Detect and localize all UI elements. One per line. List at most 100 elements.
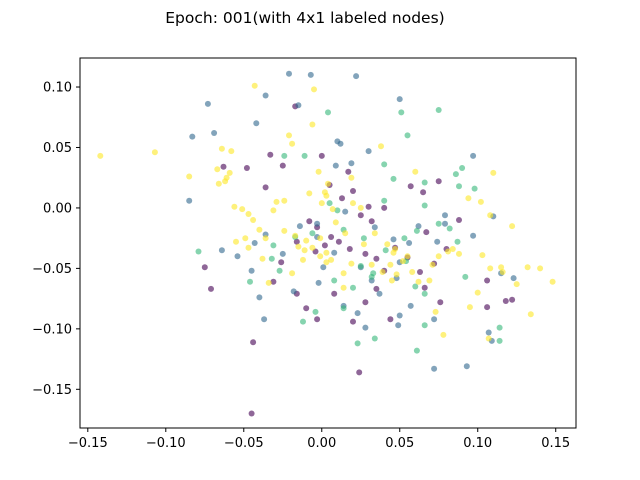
data-point xyxy=(286,70,292,77)
data-point xyxy=(449,246,456,252)
data-point xyxy=(360,235,367,242)
data-point xyxy=(435,178,442,185)
data-point xyxy=(306,218,313,225)
data-point xyxy=(387,316,394,323)
data-point xyxy=(218,247,225,254)
data-point xyxy=(315,279,322,286)
data-point xyxy=(435,253,442,260)
data-point xyxy=(323,249,330,256)
data-point xyxy=(379,269,386,275)
data-point xyxy=(413,347,420,354)
data-point xyxy=(250,217,257,223)
data-point xyxy=(445,248,452,255)
data-point xyxy=(234,253,241,260)
data-point xyxy=(502,298,509,304)
data-point xyxy=(279,250,286,257)
data-point xyxy=(256,294,263,301)
data-point xyxy=(527,311,534,318)
data-point xyxy=(401,235,408,242)
data-point xyxy=(496,337,503,344)
data-point xyxy=(228,148,235,155)
data-point xyxy=(420,189,427,196)
data-point xyxy=(362,324,369,331)
data-point xyxy=(440,331,447,338)
data-point xyxy=(208,285,214,292)
data-point xyxy=(295,243,302,250)
y-axis: 0.10 0.05 0.00 −0.05 −0.10 −0.15 xyxy=(32,81,80,398)
data-point xyxy=(371,335,378,342)
data-point xyxy=(278,259,285,266)
data-point xyxy=(348,260,355,267)
data-point xyxy=(259,255,266,262)
data-point xyxy=(390,236,397,243)
data-point xyxy=(465,195,472,202)
data-point xyxy=(484,277,491,284)
data-point xyxy=(262,92,269,99)
data-point xyxy=(335,238,342,245)
data-point xyxy=(281,197,288,204)
data-point xyxy=(421,322,428,329)
data-point xyxy=(265,279,272,286)
data-point xyxy=(396,312,403,319)
data-point xyxy=(340,270,347,277)
data-point xyxy=(295,102,302,109)
data-point xyxy=(456,250,462,257)
data-point xyxy=(432,308,439,315)
data-point xyxy=(309,244,316,251)
data-point xyxy=(186,173,193,180)
x-tick-label: 0.10 xyxy=(463,436,492,451)
data-point xyxy=(474,289,481,296)
data-point xyxy=(423,229,430,236)
data-point xyxy=(426,277,433,284)
data-point xyxy=(350,188,356,194)
data-point xyxy=(435,107,442,113)
data-point xyxy=(463,363,470,370)
data-point xyxy=(342,230,349,237)
data-point xyxy=(97,152,104,159)
data-point xyxy=(321,242,328,249)
data-point xyxy=(509,296,516,303)
data-point xyxy=(371,230,378,237)
plot-area-frame xyxy=(79,57,577,429)
data-point xyxy=(406,240,413,246)
data-point xyxy=(337,140,344,147)
data-point xyxy=(321,189,328,196)
data-point xyxy=(326,200,333,207)
data-point xyxy=(357,204,364,211)
data-point xyxy=(350,200,356,207)
data-point xyxy=(331,290,338,297)
data-point xyxy=(415,223,422,230)
data-point xyxy=(354,310,361,317)
data-point xyxy=(421,202,428,209)
data-point xyxy=(256,226,263,233)
data-point xyxy=(373,255,380,262)
data-point xyxy=(549,278,556,285)
data-point xyxy=(289,140,296,147)
data-point xyxy=(398,109,405,116)
data-point xyxy=(421,284,428,291)
data-point xyxy=(373,285,380,292)
data-point xyxy=(325,109,331,116)
data-point xyxy=(328,256,335,263)
data-point xyxy=(442,212,448,219)
data-point xyxy=(381,197,388,204)
data-point xyxy=(239,206,246,213)
data-point xyxy=(245,211,252,217)
data-point xyxy=(301,247,308,254)
data-point xyxy=(384,241,391,248)
data-point xyxy=(328,234,335,240)
data-point xyxy=(301,152,308,159)
data-point xyxy=(378,143,384,150)
data-point xyxy=(470,152,477,159)
data-point xyxy=(281,227,288,234)
data-point xyxy=(485,329,492,336)
data-point xyxy=(477,198,484,205)
data-point xyxy=(325,180,331,187)
data-point xyxy=(151,149,158,156)
data-point xyxy=(345,168,352,175)
data-point xyxy=(429,261,436,268)
data-point xyxy=(490,169,497,176)
data-point xyxy=(318,152,325,159)
data-point xyxy=(261,316,268,323)
x-tick-label: 0.05 xyxy=(385,436,414,451)
